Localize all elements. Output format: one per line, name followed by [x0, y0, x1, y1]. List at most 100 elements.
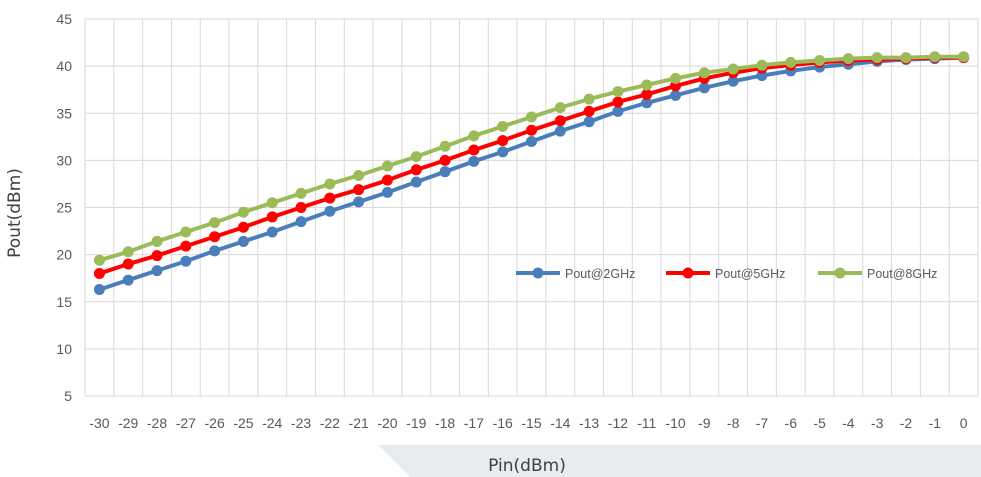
- data-point: [324, 192, 336, 204]
- y-tick-label: 20: [56, 247, 72, 263]
- data-point: [381, 160, 393, 172]
- data-point: [237, 206, 249, 218]
- data-point: [122, 274, 134, 286]
- data-point: [526, 136, 537, 148]
- data-point: [410, 176, 422, 188]
- x-tick-label: -20: [377, 415, 397, 431]
- data-point: [497, 146, 509, 158]
- legend-entry: Pout@2GHz: [516, 267, 635, 281]
- x-tick-label: -29: [118, 415, 138, 431]
- data-point: [900, 52, 912, 64]
- data-point: [381, 174, 393, 186]
- data-point: [151, 235, 163, 247]
- legend-swatch-marker: [682, 267, 694, 279]
- data-point: [439, 154, 451, 166]
- legend-entry: Pout@8GHz: [818, 267, 937, 281]
- series-1: [93, 52, 970, 295]
- data-point: [439, 140, 451, 152]
- y-tick-label: 35: [56, 105, 72, 121]
- data-point: [237, 235, 249, 247]
- y-tick-label: 45: [56, 11, 72, 27]
- data-point: [958, 51, 970, 63]
- data-point: [122, 258, 134, 270]
- data-point: [497, 135, 509, 147]
- x-tick-label: -15: [521, 415, 541, 431]
- data-point: [122, 246, 134, 258]
- data-point: [93, 254, 105, 266]
- x-tick-label: -13: [579, 415, 599, 431]
- x-tick-label: -1: [929, 415, 942, 431]
- data-point: [583, 93, 595, 105]
- x-tick-label: -19: [406, 415, 426, 431]
- x-tick-label: -6: [785, 415, 798, 431]
- data-point: [209, 245, 221, 257]
- x-tick-label: -24: [262, 415, 282, 431]
- data-point: [295, 216, 307, 228]
- data-point: [756, 70, 768, 82]
- data-point: [353, 169, 365, 181]
- data-point: [814, 54, 826, 66]
- data-point: [612, 86, 624, 98]
- data-point: [727, 75, 739, 87]
- y-tick-label: 5: [64, 388, 72, 404]
- data-point: [583, 116, 595, 128]
- data-point: [554, 102, 566, 114]
- data-point: [237, 221, 249, 233]
- data-point: [266, 226, 278, 238]
- data-point: [295, 187, 307, 199]
- data-point: [324, 205, 336, 217]
- y-tick-label: 25: [56, 200, 72, 216]
- x-tick-label: 0: [960, 415, 968, 431]
- data-point: [439, 166, 451, 178]
- x-tick-label: -14: [550, 415, 570, 431]
- data-point: [151, 250, 163, 262]
- data-point: [209, 217, 221, 229]
- data-point: [612, 105, 624, 117]
- data-point: [698, 82, 710, 94]
- y-tick-label: 10: [56, 341, 72, 357]
- data-point: [612, 96, 624, 108]
- data-point: [266, 211, 278, 223]
- x-tick-label: -12: [608, 415, 628, 431]
- data-point: [756, 59, 768, 71]
- x-axis-title: Pin(dBm): [488, 456, 566, 476]
- legend-label: Pout@5GHz: [715, 267, 785, 281]
- data-point: [497, 120, 509, 132]
- data-point: [381, 186, 393, 198]
- y-tick-label: 30: [56, 152, 72, 168]
- x-tick-label: -7: [756, 415, 769, 431]
- data-point: [871, 52, 883, 64]
- data-point: [554, 125, 566, 137]
- data-point: [641, 88, 653, 100]
- x-tick-label: -16: [493, 415, 513, 431]
- x-tick-label: -8: [727, 415, 740, 431]
- data-point: [526, 111, 537, 123]
- data-point: [842, 53, 854, 65]
- x-tick-label: -5: [813, 415, 826, 431]
- data-point: [93, 283, 105, 295]
- y-tick-label: 40: [56, 58, 72, 74]
- data-point: [698, 67, 710, 79]
- data-point: [180, 240, 192, 252]
- x-tick-label: -17: [464, 415, 484, 431]
- series-2: [93, 52, 970, 279]
- data-point: [353, 184, 365, 196]
- data-point: [670, 89, 682, 101]
- x-tick-label: -26: [205, 415, 225, 431]
- data-point: [554, 115, 566, 127]
- legend: Pout@2GHz Pout@5GHz Pout@8GHz: [516, 267, 937, 281]
- x-tick-label: -21: [349, 415, 369, 431]
- data-point: [526, 124, 537, 136]
- data-point: [929, 51, 941, 63]
- grid-lines: [84, 18, 979, 397]
- data-point: [295, 202, 307, 213]
- data-point: [353, 196, 365, 208]
- series-group: [93, 51, 970, 295]
- x-tick-label: -18: [435, 415, 455, 431]
- data-point: [410, 164, 422, 176]
- legend-label: Pout@2GHz: [565, 267, 635, 281]
- data-point: [209, 231, 221, 243]
- x-tick-label: -25: [233, 415, 253, 431]
- x-tick-label: -3: [871, 415, 884, 431]
